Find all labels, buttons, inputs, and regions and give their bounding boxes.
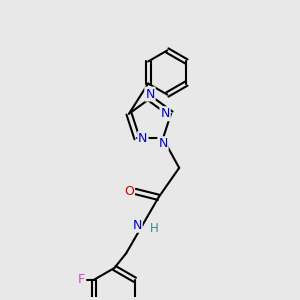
Text: N: N bbox=[145, 88, 155, 100]
Text: F: F bbox=[78, 273, 85, 286]
Text: O: O bbox=[124, 185, 134, 198]
Text: N: N bbox=[160, 107, 170, 120]
Text: N: N bbox=[132, 219, 142, 232]
Text: N: N bbox=[138, 132, 148, 145]
Text: H: H bbox=[150, 222, 159, 235]
Text: N: N bbox=[158, 137, 168, 150]
